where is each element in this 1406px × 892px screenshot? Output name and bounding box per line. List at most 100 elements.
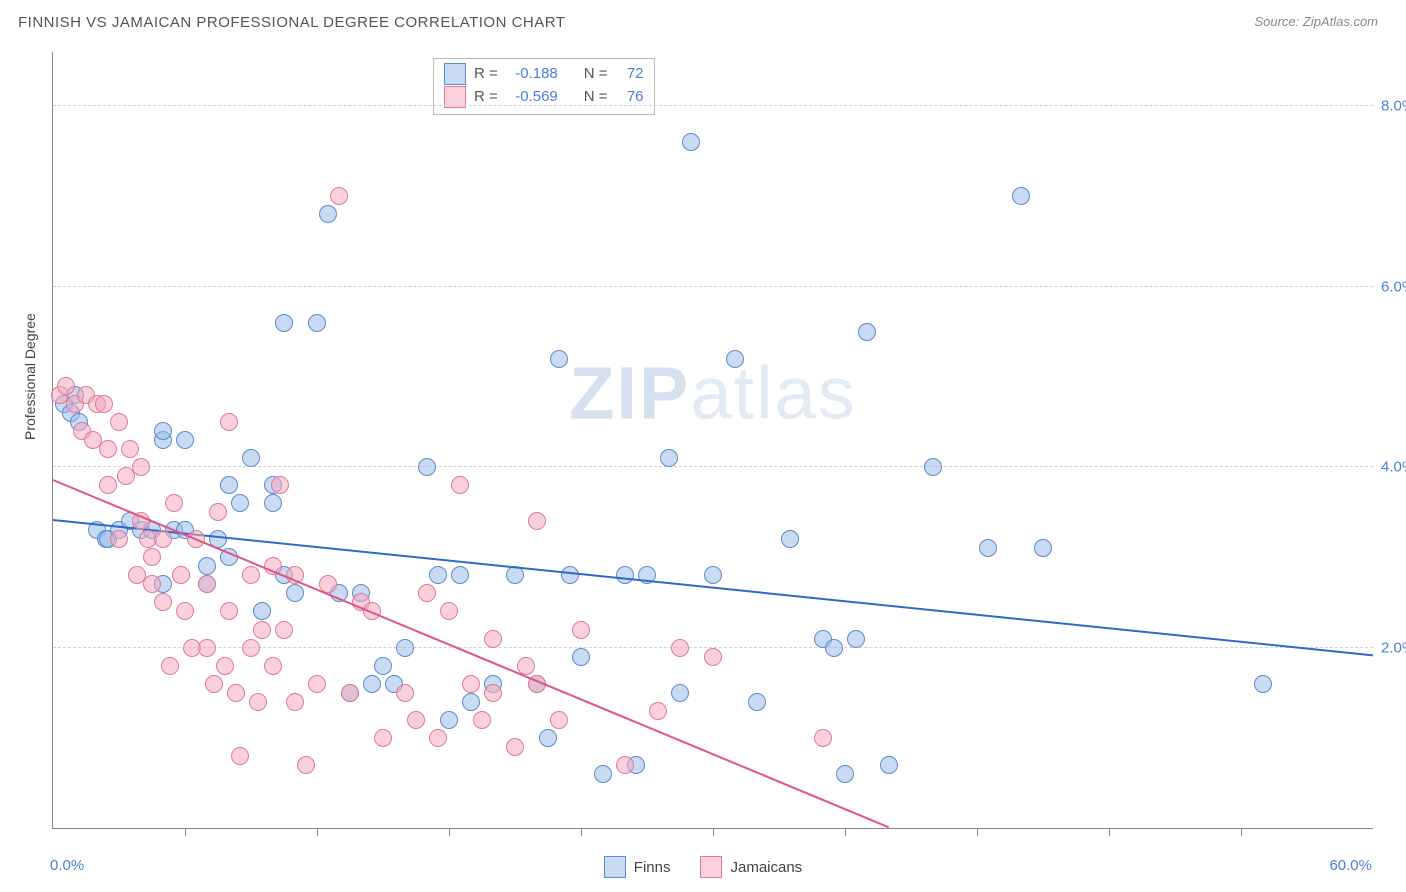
- data-point: [161, 657, 179, 675]
- data-point: [209, 503, 227, 521]
- data-point: [451, 566, 469, 584]
- data-point: [176, 602, 194, 620]
- source-label: Source: ZipAtlas.com: [1254, 14, 1378, 29]
- data-point: [880, 756, 898, 774]
- data-point: [198, 557, 216, 575]
- data-point: [1034, 539, 1052, 557]
- data-point: [143, 575, 161, 593]
- data-point: [539, 729, 557, 747]
- data-point: [374, 657, 392, 675]
- data-point: [363, 675, 381, 693]
- legend-label-jamaicans: Jamaicans: [730, 859, 802, 876]
- data-point: [253, 602, 271, 620]
- data-point: [781, 530, 799, 548]
- legend-swatch-finns: [604, 856, 626, 878]
- gridline: [53, 286, 1373, 287]
- data-point: [99, 440, 117, 458]
- data-point: [205, 675, 223, 693]
- data-point: [319, 205, 337, 223]
- data-point: [473, 711, 491, 729]
- data-point: [572, 648, 590, 666]
- trend-line: [53, 519, 1373, 656]
- data-point: [242, 639, 260, 657]
- x-tick: [713, 828, 714, 836]
- y-tick-label: 4.0%: [1381, 459, 1406, 476]
- data-point: [462, 693, 480, 711]
- data-point: [154, 422, 172, 440]
- data-point: [110, 413, 128, 431]
- data-point: [671, 639, 689, 657]
- data-point: [220, 413, 238, 431]
- data-point: [374, 729, 392, 747]
- data-point: [704, 648, 722, 666]
- data-point: [165, 494, 183, 512]
- data-point: [451, 476, 469, 494]
- data-point: [814, 729, 832, 747]
- data-point: [616, 566, 634, 584]
- legend-swatch-jamaicans: [700, 856, 722, 878]
- data-point: [847, 630, 865, 648]
- stats-legend: R = -0.188 N = 72 R = -0.569 N = 76: [433, 58, 655, 115]
- data-point: [242, 449, 260, 467]
- data-point: [726, 350, 744, 368]
- legend-item-jamaicans: Jamaicans: [700, 856, 802, 878]
- data-point: [858, 323, 876, 341]
- trend-line: [53, 479, 890, 828]
- data-point: [825, 639, 843, 657]
- r-label: R =: [474, 63, 498, 86]
- data-point: [506, 738, 524, 756]
- data-point: [264, 657, 282, 675]
- data-point: [594, 765, 612, 783]
- data-point: [429, 566, 447, 584]
- data-point: [198, 575, 216, 593]
- data-point: [330, 187, 348, 205]
- data-point: [132, 458, 150, 476]
- x-tick: [581, 828, 582, 836]
- data-point: [396, 684, 414, 702]
- data-point: [176, 431, 194, 449]
- data-point: [429, 729, 447, 747]
- n-label: N =: [584, 63, 608, 86]
- data-point: [271, 476, 289, 494]
- data-point: [616, 756, 634, 774]
- data-point: [253, 621, 271, 639]
- data-point: [154, 593, 172, 611]
- data-point: [979, 539, 997, 557]
- data-point: [748, 693, 766, 711]
- data-point: [550, 711, 568, 729]
- x-tick: [317, 828, 318, 836]
- bottom-legend: Finns Jamaicans: [0, 856, 1406, 878]
- data-point: [649, 702, 667, 720]
- data-point: [154, 530, 172, 548]
- watermark-atlas: atlas: [690, 352, 856, 435]
- data-point: [440, 602, 458, 620]
- data-point: [242, 566, 260, 584]
- data-point: [396, 639, 414, 657]
- data-point: [286, 693, 304, 711]
- data-point: [484, 630, 502, 648]
- data-point: [1254, 675, 1272, 693]
- data-point: [924, 458, 942, 476]
- data-point: [561, 566, 579, 584]
- r-value-finns: -0.188: [506, 63, 558, 86]
- data-point: [418, 458, 436, 476]
- data-point: [407, 711, 425, 729]
- data-point: [231, 747, 249, 765]
- data-point: [231, 494, 249, 512]
- data-point: [220, 602, 238, 620]
- data-point: [227, 684, 245, 702]
- data-point: [418, 584, 436, 602]
- data-point: [275, 621, 293, 639]
- data-point: [110, 530, 128, 548]
- stats-row-finns: R = -0.188 N = 72: [444, 63, 644, 86]
- data-point: [172, 566, 190, 584]
- data-point: [341, 684, 359, 702]
- watermark: ZIPatlas: [569, 351, 856, 436]
- data-point: [308, 314, 326, 332]
- data-point: [95, 395, 113, 413]
- gridline: [53, 105, 1373, 106]
- x-tick: [977, 828, 978, 836]
- data-point: [440, 711, 458, 729]
- data-point: [216, 657, 234, 675]
- data-point: [121, 440, 139, 458]
